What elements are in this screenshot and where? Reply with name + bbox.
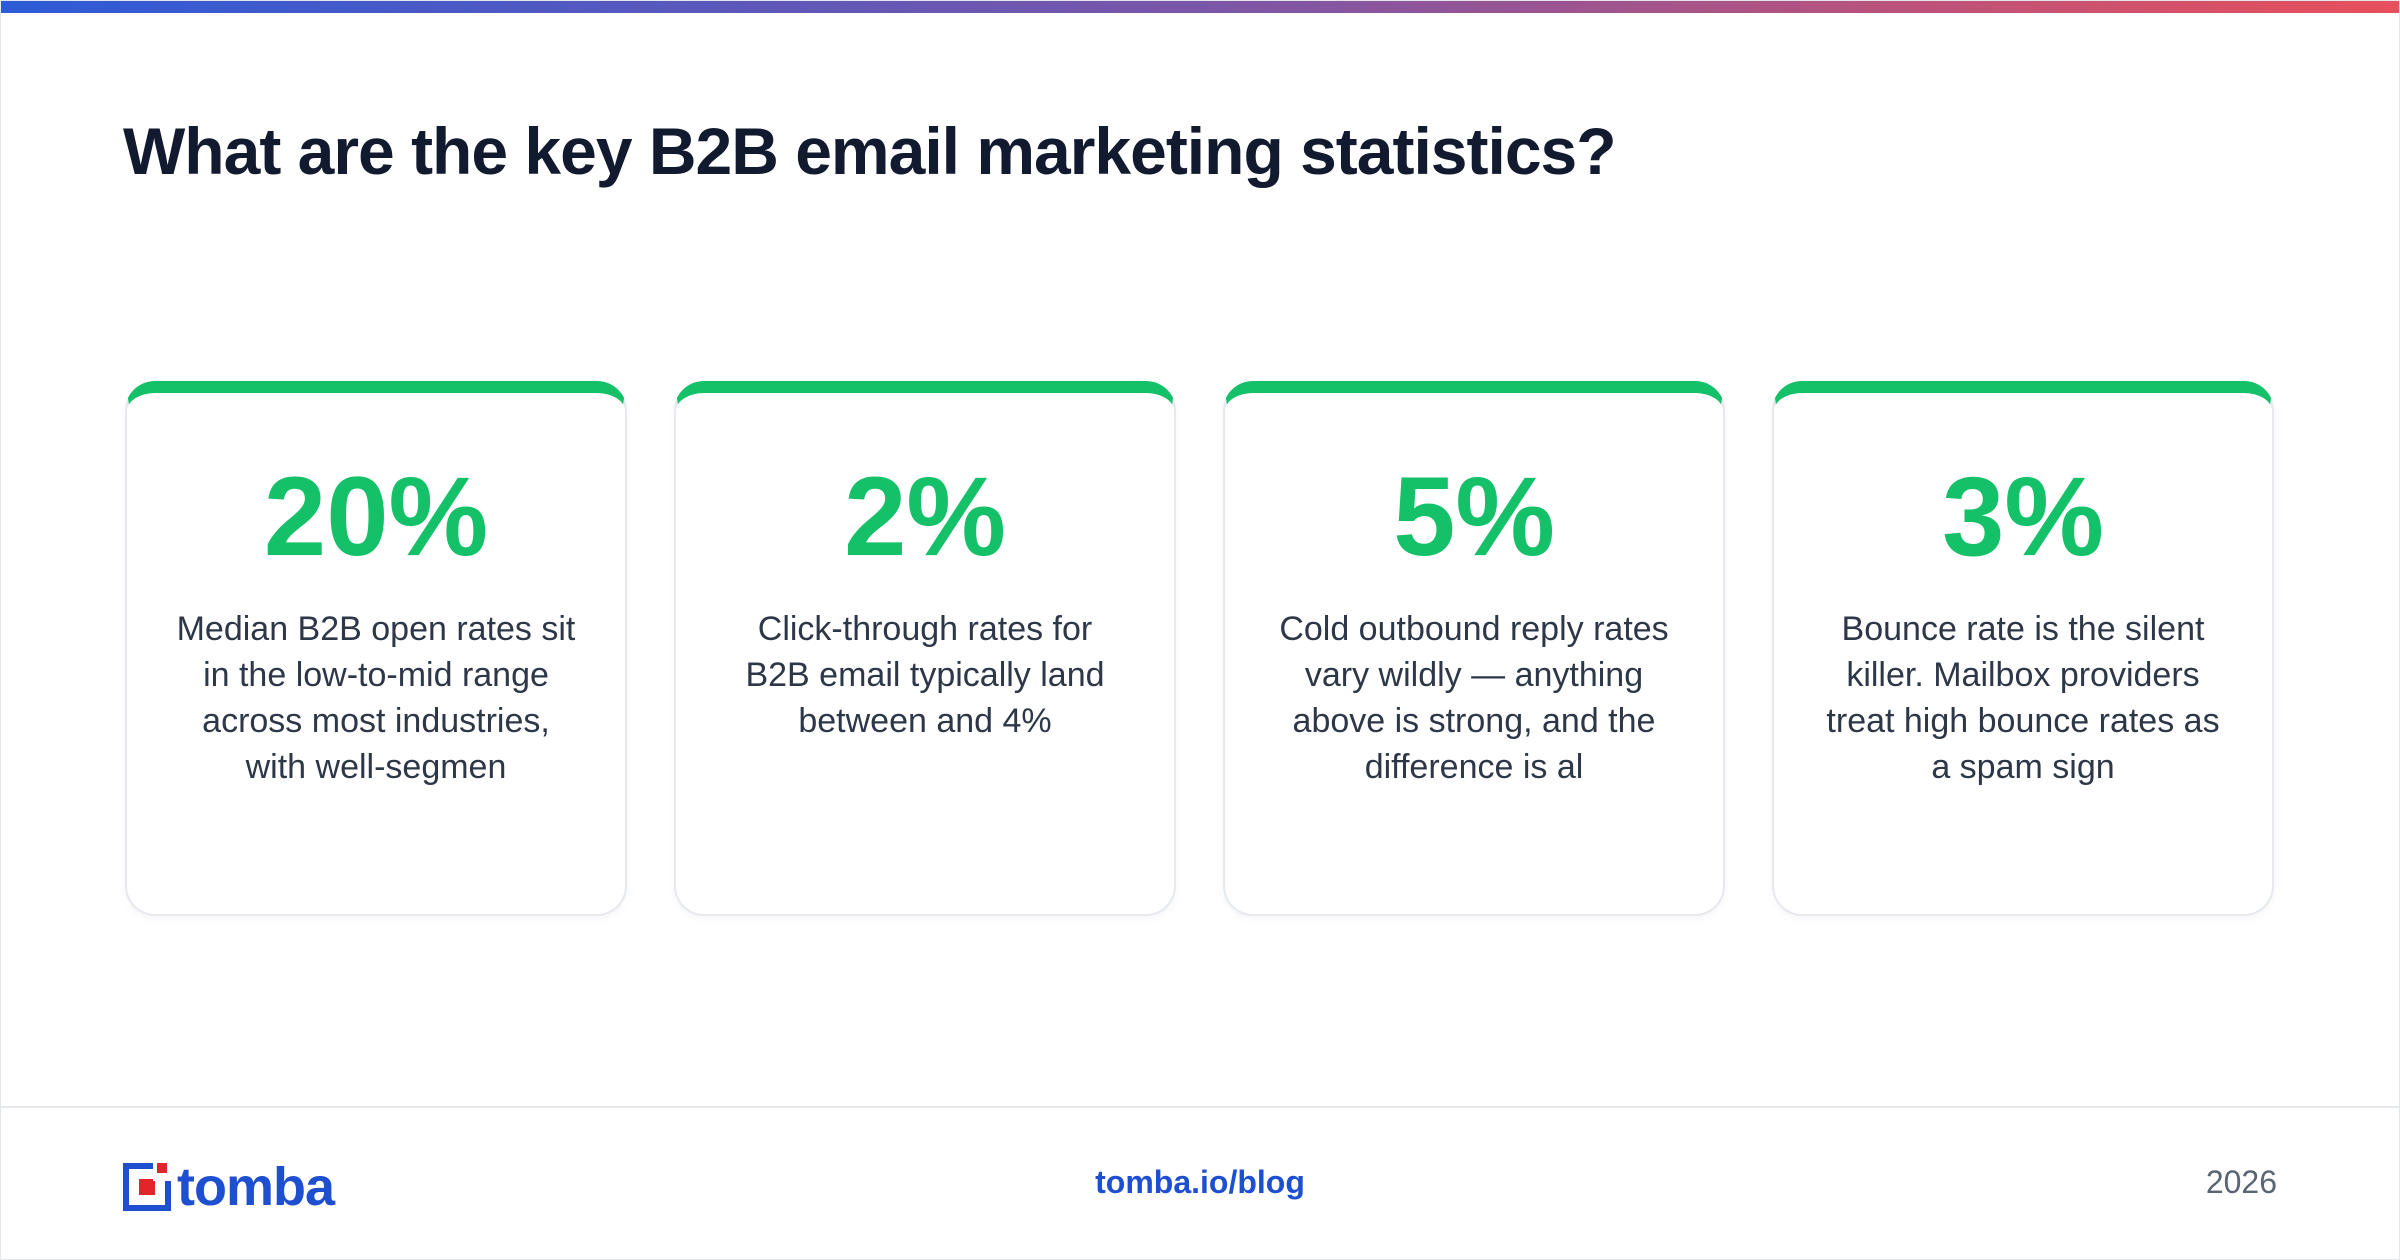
stat-card: 2% Click-through rates for B2B email typi… [674, 381, 1176, 916]
stat-card: 5% Cold outbound reply rates vary wildly … [1223, 381, 1725, 916]
card-row: 20% Median B2B open rates sit in the low-… [125, 381, 2274, 916]
stat-description: Click-through rates for B2B email typica… [745, 610, 1105, 741]
logo-icon [123, 1163, 171, 1211]
stat-value: 20% [263, 454, 489, 579]
footer-url[interactable]: tomba.io/blog [1095, 1164, 1305, 1200]
logo-text: tomba [177, 1157, 335, 1217]
stat-value: 5% [1393, 454, 1555, 579]
stat-value: 3% [1942, 454, 2104, 579]
stat-description: Cold outbound reply rates vary wildly — … [1279, 610, 1669, 787]
logo[interactable]: tomba [123, 1156, 335, 1218]
top-gradient-bar [1, 1, 2399, 13]
footer-divider [1, 1106, 2399, 1108]
stat-description: Median B2B open rates sit in the low-to-… [176, 610, 576, 787]
title: What are the key B2B email marketing sta… [123, 114, 1617, 188]
stat-card: 20% Median B2B open rates sit in the low-… [125, 381, 627, 916]
stat-card: 3% Bounce rate is the silent killer. Mail… [1772, 381, 2274, 916]
stat-description: Bounce rate is the silent killer. Mailbo… [1826, 610, 2220, 787]
stat-value: 2% [844, 454, 1006, 579]
footer-year: 2026 [2205, 1164, 2277, 1200]
